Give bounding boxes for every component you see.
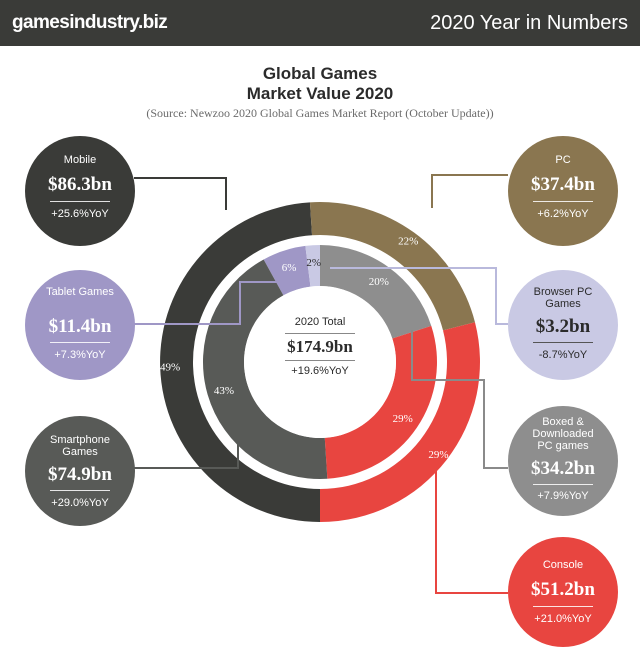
connector-tablet [134,281,290,325]
bubble-console: Console $51.2bn +21.0%YoY [508,537,618,647]
bubble-boxed: Boxed & Downloaded PC games $34.2bn +7.9… [508,406,618,516]
inner-label-boxed-downloaded-pc-games: 20% [369,276,389,288]
outer-label-pc: 22% [398,236,418,248]
bubble-pc-value: $37.4bn [531,174,595,195]
bubble-browser-label: Browser PC Games [533,286,593,310]
outer-label-console: 29% [428,449,448,461]
bubble-console-rule [533,606,593,607]
connector-browser [330,267,508,325]
bubble-pc-label: PC [555,154,571,166]
outer-slice-console [320,322,480,522]
bubble-mobile-label: Mobile [63,154,97,166]
inner-label-browser-pc-games: 2% [306,257,321,269]
bubble-smartphone-label: Smartphone Games [50,434,110,458]
bubble-mobile: Mobile $86.3bn +25.6%YoY [25,136,135,246]
bubble-mobile-yoy: +25.6%YoY [51,208,109,220]
center-total-value: $174.9bn [287,337,353,356]
bubble-browser-yoy: -8.7%YoY [538,349,588,361]
bubble-tablet-label: Tablet Games [46,286,114,298]
bubble-console-value: $51.2bn [531,579,595,600]
outer-slice-pc [309,202,475,331]
bubble-boxed-rule [533,484,593,485]
bubble-browser-value: $3.2bn [535,316,591,337]
bubble-pc: PC $37.4bn +6.2%YoY [508,136,618,246]
connector-smartphone [134,432,239,469]
bubble-smartphone-yoy: +29.0%YoY [51,497,109,509]
bubble-tablet: Tablet Games $11.4bn +7.3%YoY [25,270,135,380]
inner-slice-tablet-games [263,245,311,296]
rings-group [160,202,480,522]
connector-boxed [411,330,508,469]
center-total-rule-bottom [285,360,355,361]
bubble-browser: Browser PC Games $3.2bn -8.7%YoY [508,270,618,380]
header-title: 2020 Year in Numbers [430,12,628,34]
chart-source: (Source: Newzoo 2020 Global Games Market… [146,106,494,120]
bubble-pc-rule [533,201,593,202]
inner-label-tablet-games: 6% [282,262,297,274]
bubble-smartphone-value: $74.9bn [48,464,112,485]
percent-labels: 49% 22% 29% 6% 2% 20% 29% 43% [160,236,449,461]
header-bar: gamesindustry.biz 2020 Year in Numbers [0,0,640,46]
bubble-smartphone: Smartphone Games $74.9bn +29.0%YoY [25,416,135,526]
bubble-boxed-yoy: +7.9%YoY [537,490,589,502]
bubble-console-yoy: +21.0%YoY [534,613,592,625]
inner-slice-console [324,325,437,479]
bubble-boxed-value: $34.2bn [531,458,595,479]
connector-console [435,470,508,594]
chart-title: Global Games Market Value 2020 [0,64,640,104]
inner-label-console: 29% [393,413,413,425]
chart-title-line-2: Market Value 2020 [246,84,394,103]
bubble-tablet-value: $11.4bn [48,316,112,337]
outer-label-mobile: 49% [160,362,180,374]
bubble-boxed-label: Boxed & Downloaded PC games [532,416,594,452]
bubble-tablet-yoy: +7.3%YoY [54,349,106,361]
outer-slice-mobile [160,202,320,522]
connector-pc [431,174,508,208]
bubble-console-label: Console [542,559,584,571]
chart-title-line-1: Global Games [262,64,378,83]
center-total: 2020 Total $174.9bn +19.6%YoY [270,316,370,377]
bubble-browser-rule [533,342,593,343]
brand-logo: gamesindustry.biz [12,12,168,33]
bubble-smartphone-rule [50,490,110,491]
inner-slice-smartphone-games [202,259,328,480]
bubble-tablet-rule [50,342,110,343]
connector-lines [134,174,508,594]
bubble-mobile-value: $86.3bn [48,174,112,195]
inner-label-smartphone-games: 43% [214,385,234,397]
donut-hole [244,286,396,438]
center-total-rule-top [285,333,355,334]
bubble-pc-yoy: +6.2%YoY [537,208,589,220]
connector-mobile [134,177,227,210]
center-total-label: 2020 Total [294,316,346,328]
inner-slice-browser-pc-games [305,245,320,287]
center-total-yoy: +19.6%YoY [291,365,349,377]
bubble-mobile-rule [50,201,110,202]
